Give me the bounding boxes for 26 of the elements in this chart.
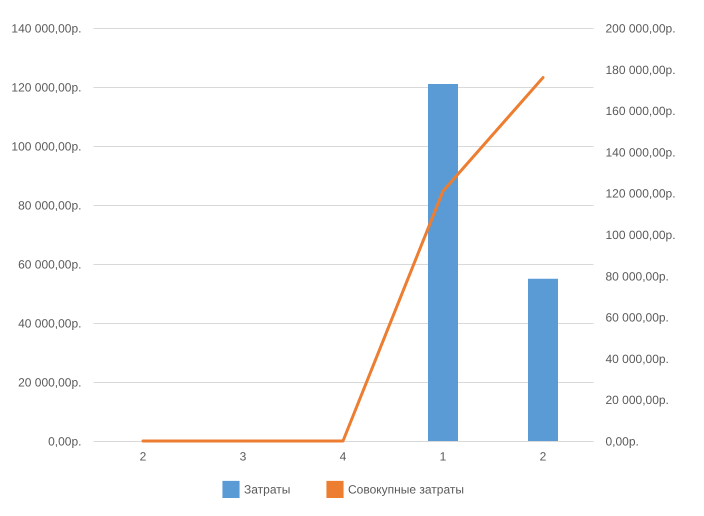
y2-tick-label: 20 000,00р. [606,393,669,408]
x-tick-label: 3 [240,450,247,464]
y-tick-label: 0,00р. [48,434,82,448]
x-tick-label: 2 [540,450,547,464]
y2-tick-label: 0,00р. [606,434,639,448]
x-tick-label: 2 [140,450,147,464]
y2-tick-label: 120 000,00р. [606,186,676,201]
legend-label: Затраты [244,482,290,496]
y-tick-label: 80 000,00р. [18,198,82,212]
y-tick-label: 100 000,00р. [11,140,82,154]
y2-tick-label: 100 000,00р. [606,228,676,242]
y2-tick-label: 200 000,00р. [606,22,676,36]
y2-tick-label: 180 000,00р. [606,62,676,77]
y-tick-label: 120 000,00р. [11,80,82,94]
y2-tick-label: 60 000,00р. [606,310,669,325]
y-tick-label: 140 000,00р. [11,22,82,36]
y-tick-label: 20 000,00р. [18,376,82,390]
y2-tick-label: 140 000,00р. [606,145,676,160]
y2-tick-label: 40 000,00р. [606,352,669,366]
y-tick-label: 60 000,00р. [18,258,82,272]
legend-label: Совокупные затраты [348,482,464,496]
y2-tick-label: 160 000,00р. [606,104,676,118]
x-tick-label: 1 [440,450,447,464]
y2-tick-label: 80 000,00р. [606,269,669,284]
x-tick-label: 4 [340,450,347,464]
y-tick-label: 40 000,00р. [18,316,82,330]
